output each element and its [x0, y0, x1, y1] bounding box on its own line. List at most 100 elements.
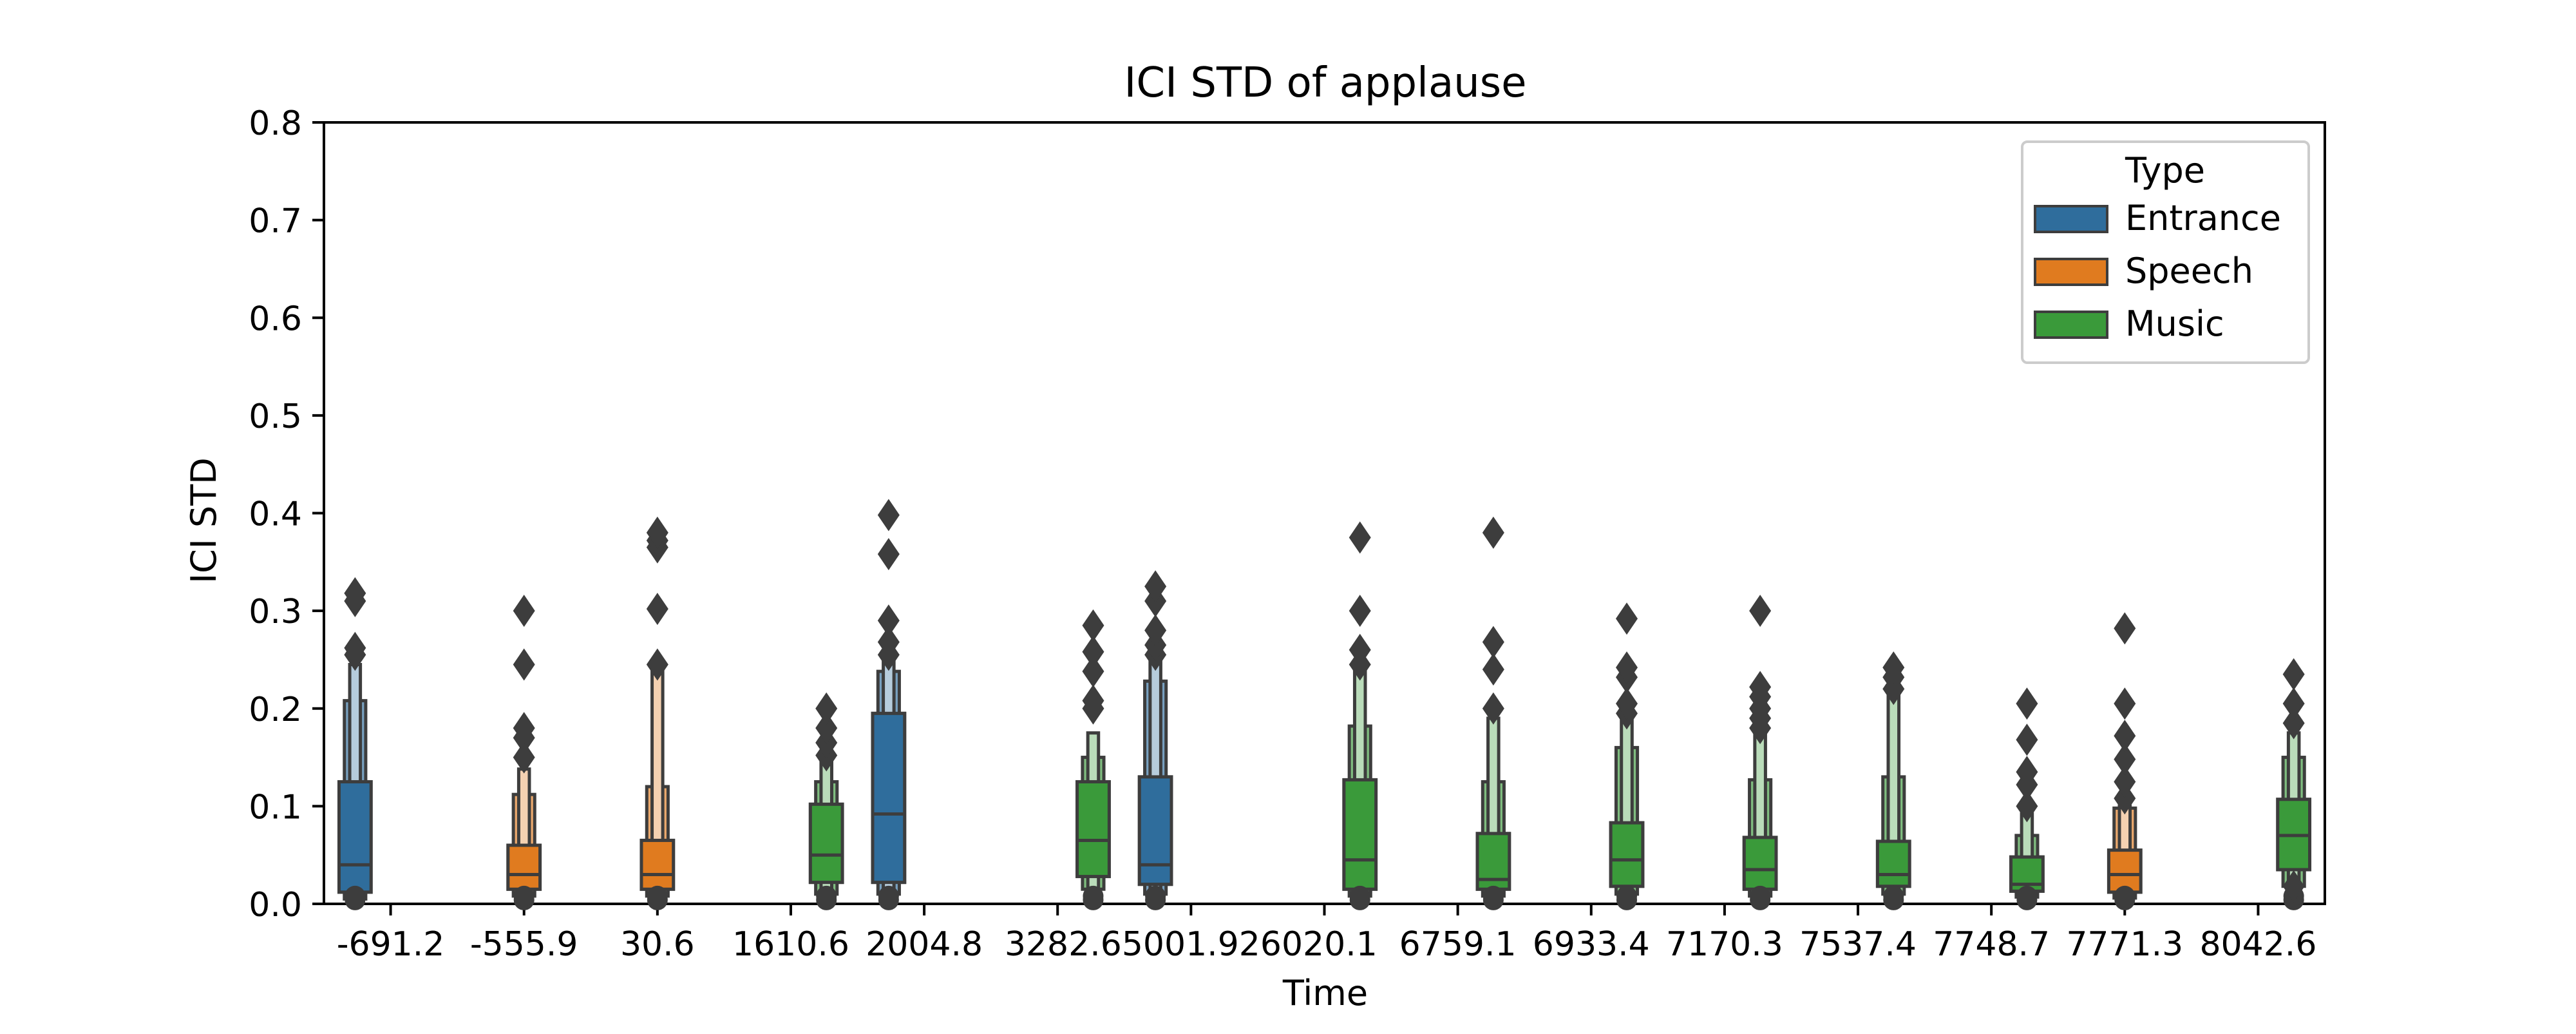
x-tick-label: 7771.3: [2066, 925, 2183, 964]
legend-frame: [2021, 140, 2310, 364]
low-outlier-point: [2114, 885, 2136, 906]
outlier-point: [646, 593, 668, 626]
outlier-point: [2114, 612, 2136, 645]
outlier-point: [344, 631, 366, 664]
legend-swatch-speech: [2034, 258, 2108, 286]
outlier-point: [1482, 653, 1504, 686]
boxen-inner-box: [1075, 780, 1111, 879]
outlier-point: [1349, 595, 1371, 627]
low-outlier-point: [1883, 885, 1904, 906]
y-tick-label: 0.4: [249, 495, 302, 534]
boxen-music: [1875, 651, 1911, 910]
outlier-point: [344, 577, 366, 609]
outlier-point: [1082, 609, 1104, 642]
legend: Type Entrance Speech Music: [2021, 140, 2310, 364]
legend-label-music: Music: [2125, 303, 2224, 344]
legend-swatch-entrance: [2034, 205, 2108, 233]
boxen-inner-box: [1742, 836, 1778, 891]
outlier-point: [2016, 790, 2038, 823]
outlier-point: [1882, 651, 1905, 684]
boxen-speech: [639, 516, 676, 910]
x-tick-label: 8042.6: [2199, 925, 2316, 964]
boxen-music: [1742, 595, 1778, 910]
outlier-point: [877, 626, 900, 658]
y-tick-label: 0.6: [249, 300, 302, 338]
boxen-entrance: [337, 577, 373, 910]
outlier-point: [1482, 626, 1504, 658]
outlier-point: [1144, 570, 1167, 603]
low-outlier-point: [1616, 885, 1638, 906]
y-tick-label: 0.3: [249, 593, 302, 631]
outlier-point: [1349, 521, 1371, 554]
low-outlier-point: [647, 885, 668, 906]
outlier-point: [877, 499, 900, 531]
boxen-speech: [506, 595, 542, 910]
low-outlier-point: [345, 885, 366, 906]
outlier-point: [2016, 723, 2038, 756]
boxen-inner-box: [1137, 775, 1173, 886]
outlier-point: [1749, 595, 1772, 627]
boxen-inner-box: [1875, 839, 1911, 888]
outlier-point: [815, 712, 838, 745]
outlier-point: [646, 648, 668, 681]
outlier-point: [1144, 614, 1167, 647]
low-outlier-point: [878, 885, 899, 906]
boxen-music: [2276, 658, 2312, 910]
outlier-point: [513, 595, 535, 627]
boxen-inner-box: [808, 802, 844, 885]
boxen-inner-box: [337, 780, 373, 894]
legend-label-speech: Speech: [2125, 251, 2253, 291]
low-outlier-point: [1145, 885, 1166, 906]
outlier-point: [815, 692, 838, 725]
boxen-inner-box: [506, 843, 542, 891]
outlier-point: [2282, 658, 2305, 691]
x-tick-label: 2004.8: [866, 925, 983, 964]
outlier-point: [2282, 870, 2305, 903]
low-outlier-point: [816, 885, 837, 906]
outlier-point: [2114, 782, 2136, 815]
boxen-inner-box: [639, 838, 676, 891]
outlier-point: [1749, 671, 1772, 704]
boxen-inner-box: [2107, 848, 2143, 894]
outlier-point: [2114, 687, 2136, 720]
outlier-point: [2114, 765, 2136, 798]
boxen-music: [808, 692, 844, 910]
y-tick-label: 0.5: [249, 397, 302, 436]
legend-swatch-music: [2034, 311, 2108, 339]
outlier-point: [1349, 633, 1371, 666]
x-tick-label: 7537.4: [1799, 925, 1917, 964]
y-tick-label: 0.8: [249, 104, 302, 143]
y-tick-label: 0.1: [249, 788, 302, 827]
x-tick-label: 1610.6: [732, 925, 849, 964]
outlier-point: [513, 648, 535, 681]
x-tick-label: 7748.7: [1933, 925, 2050, 964]
boxen-speech: [2107, 612, 2143, 910]
outlier-point: [2114, 720, 2136, 752]
x-tick-label: -691.2: [337, 925, 445, 964]
x-tick-label: 6759.1: [1399, 925, 1517, 964]
low-outlier-point: [1482, 885, 1504, 906]
boxen-music: [1609, 602, 1645, 910]
plot-area: 0.0 0.1 0.2 0.3 0.4 0.5 0.6 0.7 0.8 -691.2 -555.9 3…: [249, 104, 2326, 964]
outlier-point: [1082, 655, 1104, 688]
outlier-point: [1616, 602, 1638, 635]
boxen-inner-box: [1342, 778, 1378, 891]
outlier-point: [513, 712, 535, 745]
x-tick-label: 6933.4: [1533, 925, 1650, 964]
low-outlier-point: [1349, 885, 1370, 906]
outlier-point: [513, 741, 535, 774]
outlier-point: [2016, 756, 2038, 789]
outlier-point: [646, 516, 668, 549]
outlier-point: [1482, 692, 1504, 725]
boxen-entrance: [1137, 570, 1173, 910]
outlier-point: [1616, 651, 1638, 684]
y-tick-label: 0.7: [249, 202, 302, 241]
outlier-point: [877, 604, 900, 637]
x-tick-label: 30.6: [620, 925, 695, 964]
low-outlier-point: [1083, 885, 1104, 906]
x-tick-label: 7170.3: [1666, 925, 1783, 964]
outlier-point: [1482, 516, 1504, 549]
y-axis-label: ICI STD: [184, 457, 224, 584]
